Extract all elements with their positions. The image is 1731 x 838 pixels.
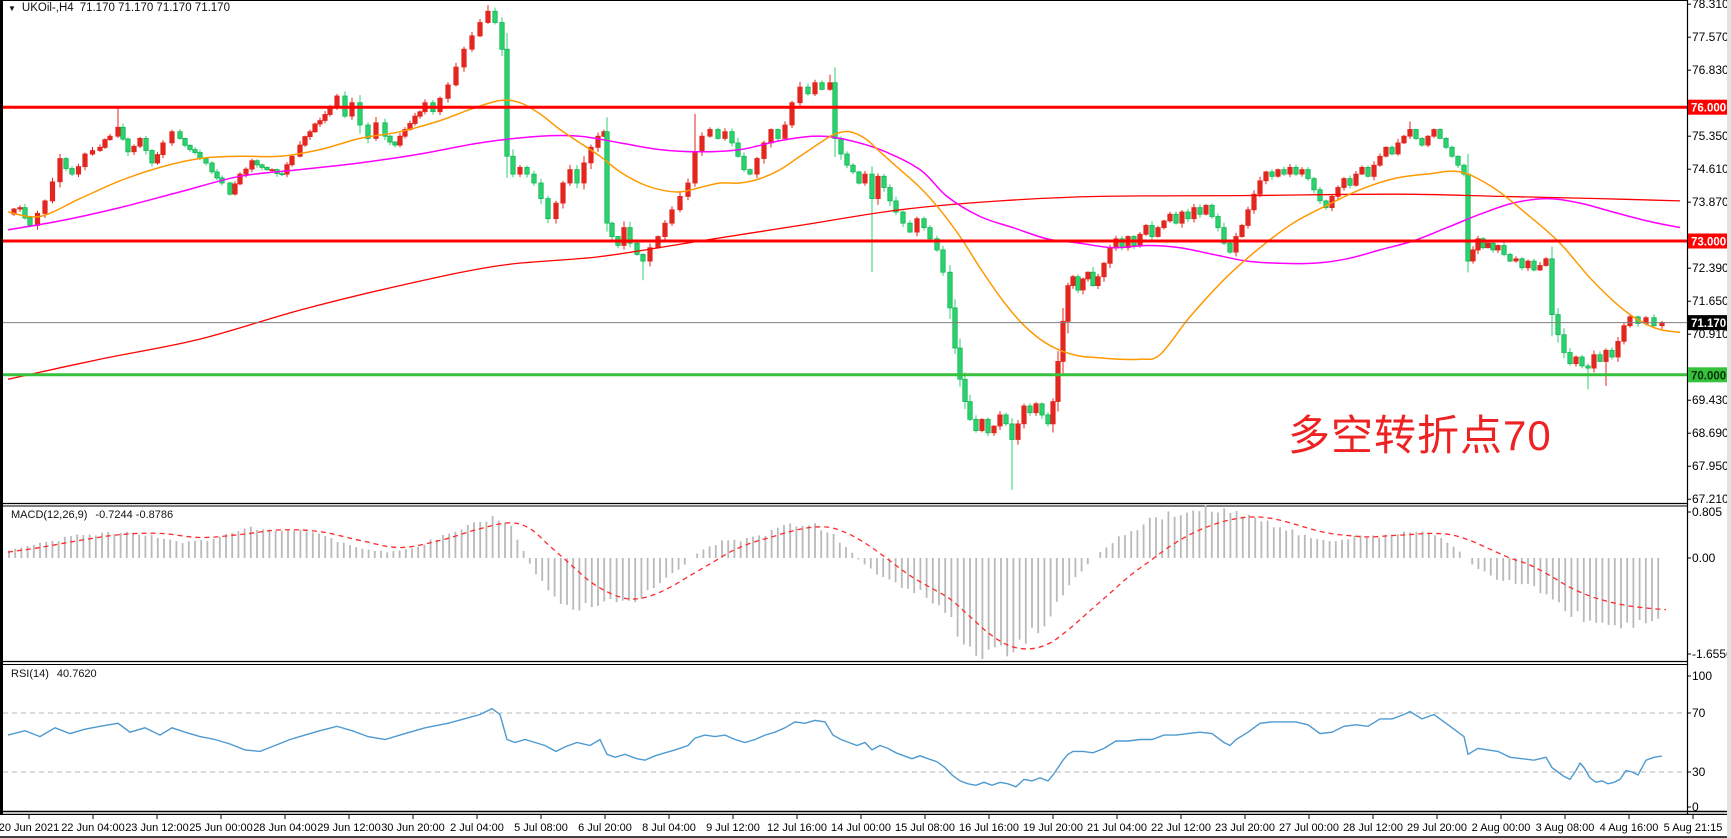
rsi-indicator-label: RSI(14) 40.7620 [11,668,97,680]
svg-text:22 Jul 12:00: 22 Jul 12:00 [1151,822,1211,834]
price-axis[interactable]: 78.310 77.570 76.830 75.350 74.610 73.870 72.3… [1687,0,1729,506]
svg-text:74.610: 74.610 [1692,162,1729,176]
svg-text:29 Jul 20:00: 29 Jul 20:00 [1407,822,1467,834]
svg-text:2 Aug 00:00: 2 Aug 00:00 [1472,822,1531,834]
svg-text:12 Jul 16:00: 12 Jul 16:00 [767,822,827,834]
svg-text:72.390: 72.390 [1692,261,1729,275]
svg-text:8 Jul 04:00: 8 Jul 04:00 [642,822,696,834]
symbol-dropdown-icon[interactable]: ▼ [8,3,16,13]
svg-text:0.805: 0.805 [1692,505,1722,519]
svg-text:28 Jul 12:00: 28 Jul 12:00 [1343,822,1403,834]
svg-text:21 Jul 04:00: 21 Jul 04:00 [1087,822,1147,834]
macd-signal-line [7,516,1667,650]
rsi-name: RSI(14) [11,668,49,680]
svg-text:5 Aug 21:15: 5 Aug 21:15 [1664,822,1723,834]
rsi-line [7,707,1663,788]
svg-text:20 Jun 2021: 20 Jun 2021 [0,822,59,834]
ma-slow-line [7,193,1681,380]
svg-text:2 Jul 04:00: 2 Jul 04:00 [450,822,504,834]
rsi-levels [3,712,1687,773]
rsi-value: 40.7620 [56,668,97,680]
svg-text:23 Jul 20:00: 23 Jul 20:00 [1215,822,1275,834]
svg-text:30 Jun 20:00: 30 Jun 20:00 [381,822,445,834]
price-badge-73.000: 73.000 [1688,233,1730,249]
svg-text:68.690: 68.690 [1692,426,1729,440]
svg-text:70.000: 70.000 [1691,370,1726,382]
price-badge-70.000: 70.000 [1688,367,1730,383]
svg-text:3 Aug 08:00: 3 Aug 08:00 [1536,822,1595,834]
svg-text:76.830: 76.830 [1692,63,1729,77]
svg-text:28 Jun 04:00: 28 Jun 04:00 [253,822,317,834]
candles-layer [11,5,1665,490]
ma-fast-line [7,99,1681,361]
svg-text:4 Aug 16:00: 4 Aug 16:00 [1600,822,1659,834]
svg-text:70: 70 [1692,706,1706,720]
svg-text:100: 100 [1692,669,1712,683]
macd-histogram [8,505,1660,659]
svg-text:29 Jun 12:00: 29 Jun 12:00 [317,822,381,834]
svg-text:16 Jul 16:00: 16 Jul 16:00 [959,822,1019,834]
chart-title-bar: ▼ UKOil-,H4 71.170 71.170 71.170 71.170 [8,2,230,14]
svg-text:69.430: 69.430 [1692,393,1729,407]
svg-text:14 Jul 00:00: 14 Jul 00:00 [831,822,891,834]
svg-text:78.310: 78.310 [1692,0,1729,11]
svg-text:71.650: 71.650 [1692,294,1729,308]
svg-text:22 Jun 04:00: 22 Jun 04:00 [61,822,125,834]
price-badges: 76.000 73.000 70.000 71.170 [1688,99,1730,383]
svg-text:6 Jul 20:00: 6 Jul 20:00 [578,822,632,834]
current-price-badge: 71.170 [1688,315,1730,331]
svg-text:67.210: 67.210 [1692,492,1729,506]
price-badge-76.000: 76.000 [1688,99,1730,115]
macd-axis[interactable]: 0.805 0.00 -1.6556 [1687,505,1731,661]
svg-text:27 Jul 00:00: 27 Jul 00:00 [1279,822,1339,834]
symbol-label: UKOil-,H4 [21,2,74,14]
svg-text:25 Jun 00:00: 25 Jun 00:00 [189,822,253,834]
svg-text:76.000: 76.000 [1691,103,1726,115]
svg-text:15 Jul 08:00: 15 Jul 08:00 [895,822,955,834]
svg-text:67.950: 67.950 [1692,459,1729,473]
macd-name: MACD(12,26,9) [11,509,88,521]
text-annotation[interactable]: 多空转折点70 [1288,412,1552,459]
ma-mid-line [7,134,1681,265]
svg-text:23 Jun 12:00: 23 Jun 12:00 [125,822,189,834]
svg-text:77.570: 77.570 [1692,30,1729,44]
macd-indicator-label: MACD(12,26,9) -0.7244 -0.8786 [11,509,173,521]
svg-text:71.170: 71.170 [1691,318,1726,330]
quote-values: 71.170 71.170 71.170 71.170 [79,2,230,14]
svg-text:75.350: 75.350 [1692,129,1729,143]
macd-values: -0.7244 -0.8786 [95,509,174,521]
svg-text:70.910: 70.910 [1692,327,1729,341]
svg-text:9 Jul 12:00: 9 Jul 12:00 [706,822,760,834]
svg-text:73.870: 73.870 [1692,195,1729,209]
svg-text:5 Jul 08:00: 5 Jul 08:00 [514,822,568,834]
rsi-axis[interactable]: 100 70 30 0 [1687,669,1712,814]
svg-text:30: 30 [1692,765,1706,779]
time-axis[interactable]: 20 Jun 2021 22 Jun 04:00 23 Jun 12:00 25 Ju… [0,815,1722,834]
svg-text:19 Jul 20:00: 19 Jul 20:00 [1023,822,1083,834]
svg-text:-1.6556: -1.6556 [1692,647,1731,661]
window-edge-strip [1727,0,1731,838]
svg-text:0: 0 [1692,800,1699,814]
svg-text:73.000: 73.000 [1691,237,1726,249]
svg-text:0.00: 0.00 [1692,551,1716,565]
